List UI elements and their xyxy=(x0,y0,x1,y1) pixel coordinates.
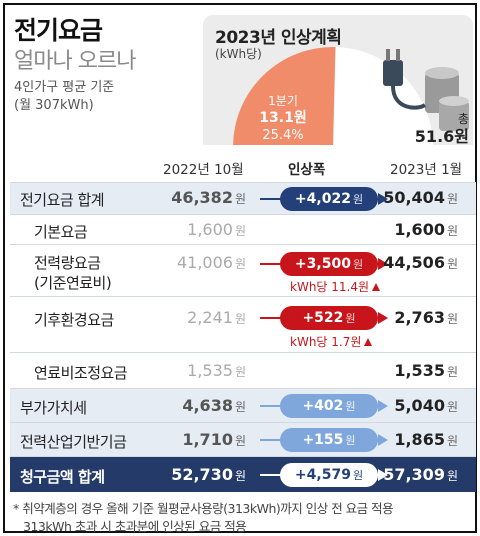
value-before: 1,600 원 xyxy=(187,220,246,239)
row-fuel-adjustment: 연료비조정요금 1,535 원 1,535 원 xyxy=(10,352,476,388)
up-arrow-icon xyxy=(372,283,381,291)
arrow-head xyxy=(378,469,388,481)
row-climate-charge: 기후환경요금 2,241 원 +522 원 kWh당 1.7원 2,763 원 xyxy=(10,296,476,352)
arrow-head xyxy=(378,193,388,205)
coin-stack-2 xyxy=(439,101,469,131)
value-after: 1,535 원 xyxy=(394,361,458,380)
value-after: 57,309 원 xyxy=(383,465,458,484)
page-title: 전기요금 xyxy=(14,16,103,45)
footnote-line-1: * 취약계층의 경우 올해 기준 월평균사용량(313kWh)까지 인상 전 요… xyxy=(13,501,394,516)
increase-pill: +522 원 xyxy=(280,306,378,330)
total-label-group: 총 51.6원 xyxy=(399,110,469,145)
basis-note: 4인가구 평균 기준 (월 307kWh) xyxy=(14,79,114,115)
increase-plan-panel: 2023년 인상계획 (kWh당) 1분기 13.1원 25.4% 총 51.6… xyxy=(203,15,473,145)
value-before: 46,382 원 xyxy=(171,188,246,207)
plan-unit: (kWh당) xyxy=(215,47,262,61)
pie-q1-slice xyxy=(233,47,336,145)
q1-percent: 25.4% xyxy=(262,128,304,143)
row-label: 연료비조정요금 xyxy=(34,364,128,382)
per-kwh-note: kWh당 11.4원 xyxy=(290,278,381,295)
total-value: 51.6원 xyxy=(414,127,469,146)
row-vat: 부가가치세 4,638 원 +402 원 5,040 원 xyxy=(10,388,476,422)
increase-pill: +3,500 원 xyxy=(280,252,378,276)
plan-title: 2023년 인상계획 xyxy=(215,28,342,48)
arrow-head xyxy=(378,434,388,446)
page-subtitle: 얼마나 오르나 xyxy=(14,49,136,74)
q1-value: 13.1원 xyxy=(259,110,307,126)
plug-coins-illustration xyxy=(383,49,469,131)
row-label: 부가가치세 xyxy=(20,399,87,417)
row-label-group: 전력량요금 (기준연료비) xyxy=(34,253,112,293)
row-label: 전기요금 합계 xyxy=(20,191,105,209)
increase-pill: +4,022 원 xyxy=(280,187,378,211)
increase-pill: +402 원 xyxy=(280,394,378,418)
column-header-before: 2022년 10월 xyxy=(163,162,244,178)
value-after: 50,404 원 xyxy=(383,188,458,207)
row-electricity-total: 전기요금 합계 46,382 원 +4,022 원 50,404 원 xyxy=(10,182,476,214)
per-kwh-note: kWh당 1.7원 xyxy=(290,333,373,350)
value-before: 1,535 원 xyxy=(187,361,246,380)
value-before: 2,241 원 xyxy=(187,308,246,327)
value-after: 1,865 원 xyxy=(394,430,458,449)
arrow-head xyxy=(378,400,388,412)
basis-line-2: (월 307kWh) xyxy=(14,98,94,113)
plug-pin-2 xyxy=(396,49,400,61)
arrow-head xyxy=(378,258,388,270)
arrow-head xyxy=(378,312,388,324)
row-base-fee: 기본요금 1,600 원 1,600 원 xyxy=(10,214,476,244)
value-after: 1,600 원 xyxy=(394,220,458,239)
plan-pie-chart xyxy=(233,47,469,145)
footnote: * 취약계층의 경우 올해 기준 월평균사용량(313kWh)까지 인상 전 요… xyxy=(13,500,394,536)
value-before: 52,730 원 xyxy=(171,465,246,484)
q1-label: 1분기 xyxy=(268,94,298,108)
increase-pill: +4,579 원 xyxy=(280,463,378,487)
increase-pill: +155 원 xyxy=(280,428,378,452)
infographic-frame: 전기요금 얼마나 오르나 4인가구 평균 기준 (월 307kWh) 2023년… xyxy=(3,3,477,536)
row-billing-total: 청구금액 합계 52,730 원 +4,579 원 57,309 원 xyxy=(10,456,476,492)
value-before: 1,710 원 xyxy=(182,430,246,449)
value-before: 41,006 원 xyxy=(176,253,246,272)
column-header-increase: 인상폭 xyxy=(288,162,326,178)
value-after: 2,763 원 xyxy=(394,308,458,327)
row-label-sub: (기준연료비) xyxy=(34,274,112,292)
coin-top-2 xyxy=(439,96,469,106)
plug-pin-1 xyxy=(386,49,390,61)
plug-cord xyxy=(391,85,427,110)
row-label: 기본요금 xyxy=(34,223,88,241)
total-label: 총 xyxy=(457,112,469,126)
plug-body xyxy=(383,60,403,86)
row-label: 기후환경요금 xyxy=(34,311,114,329)
row-label: 전력산업기반기금 xyxy=(20,433,127,451)
row-power-fund: 전력산업기반기금 1,710 원 +155 원 1,865 원 xyxy=(10,422,476,456)
value-after: 5,040 원 xyxy=(394,396,458,415)
row-energy-charge: 전력량요금 (기준연료비) 41,006 원 +3,500 원 kWh당 11.4원… xyxy=(10,244,476,296)
row-label: 전력량요금 xyxy=(34,254,101,272)
coin-top-1 xyxy=(425,67,459,79)
footnote-line-2: 313kWh 초과 시 초과분에 인상된 요금 적용 xyxy=(23,519,247,534)
value-after: 44,506 원 xyxy=(383,253,458,272)
q1-label-group: 1분기 13.1원 25.4% xyxy=(253,93,313,144)
value-before: 4,638 원 xyxy=(182,396,246,415)
basis-line-1: 4인가구 평균 기준 xyxy=(14,80,115,95)
row-label: 청구금액 합계 xyxy=(20,468,105,486)
up-arrow-icon xyxy=(364,338,373,346)
column-header-after: 2023년 1월 xyxy=(390,162,463,178)
